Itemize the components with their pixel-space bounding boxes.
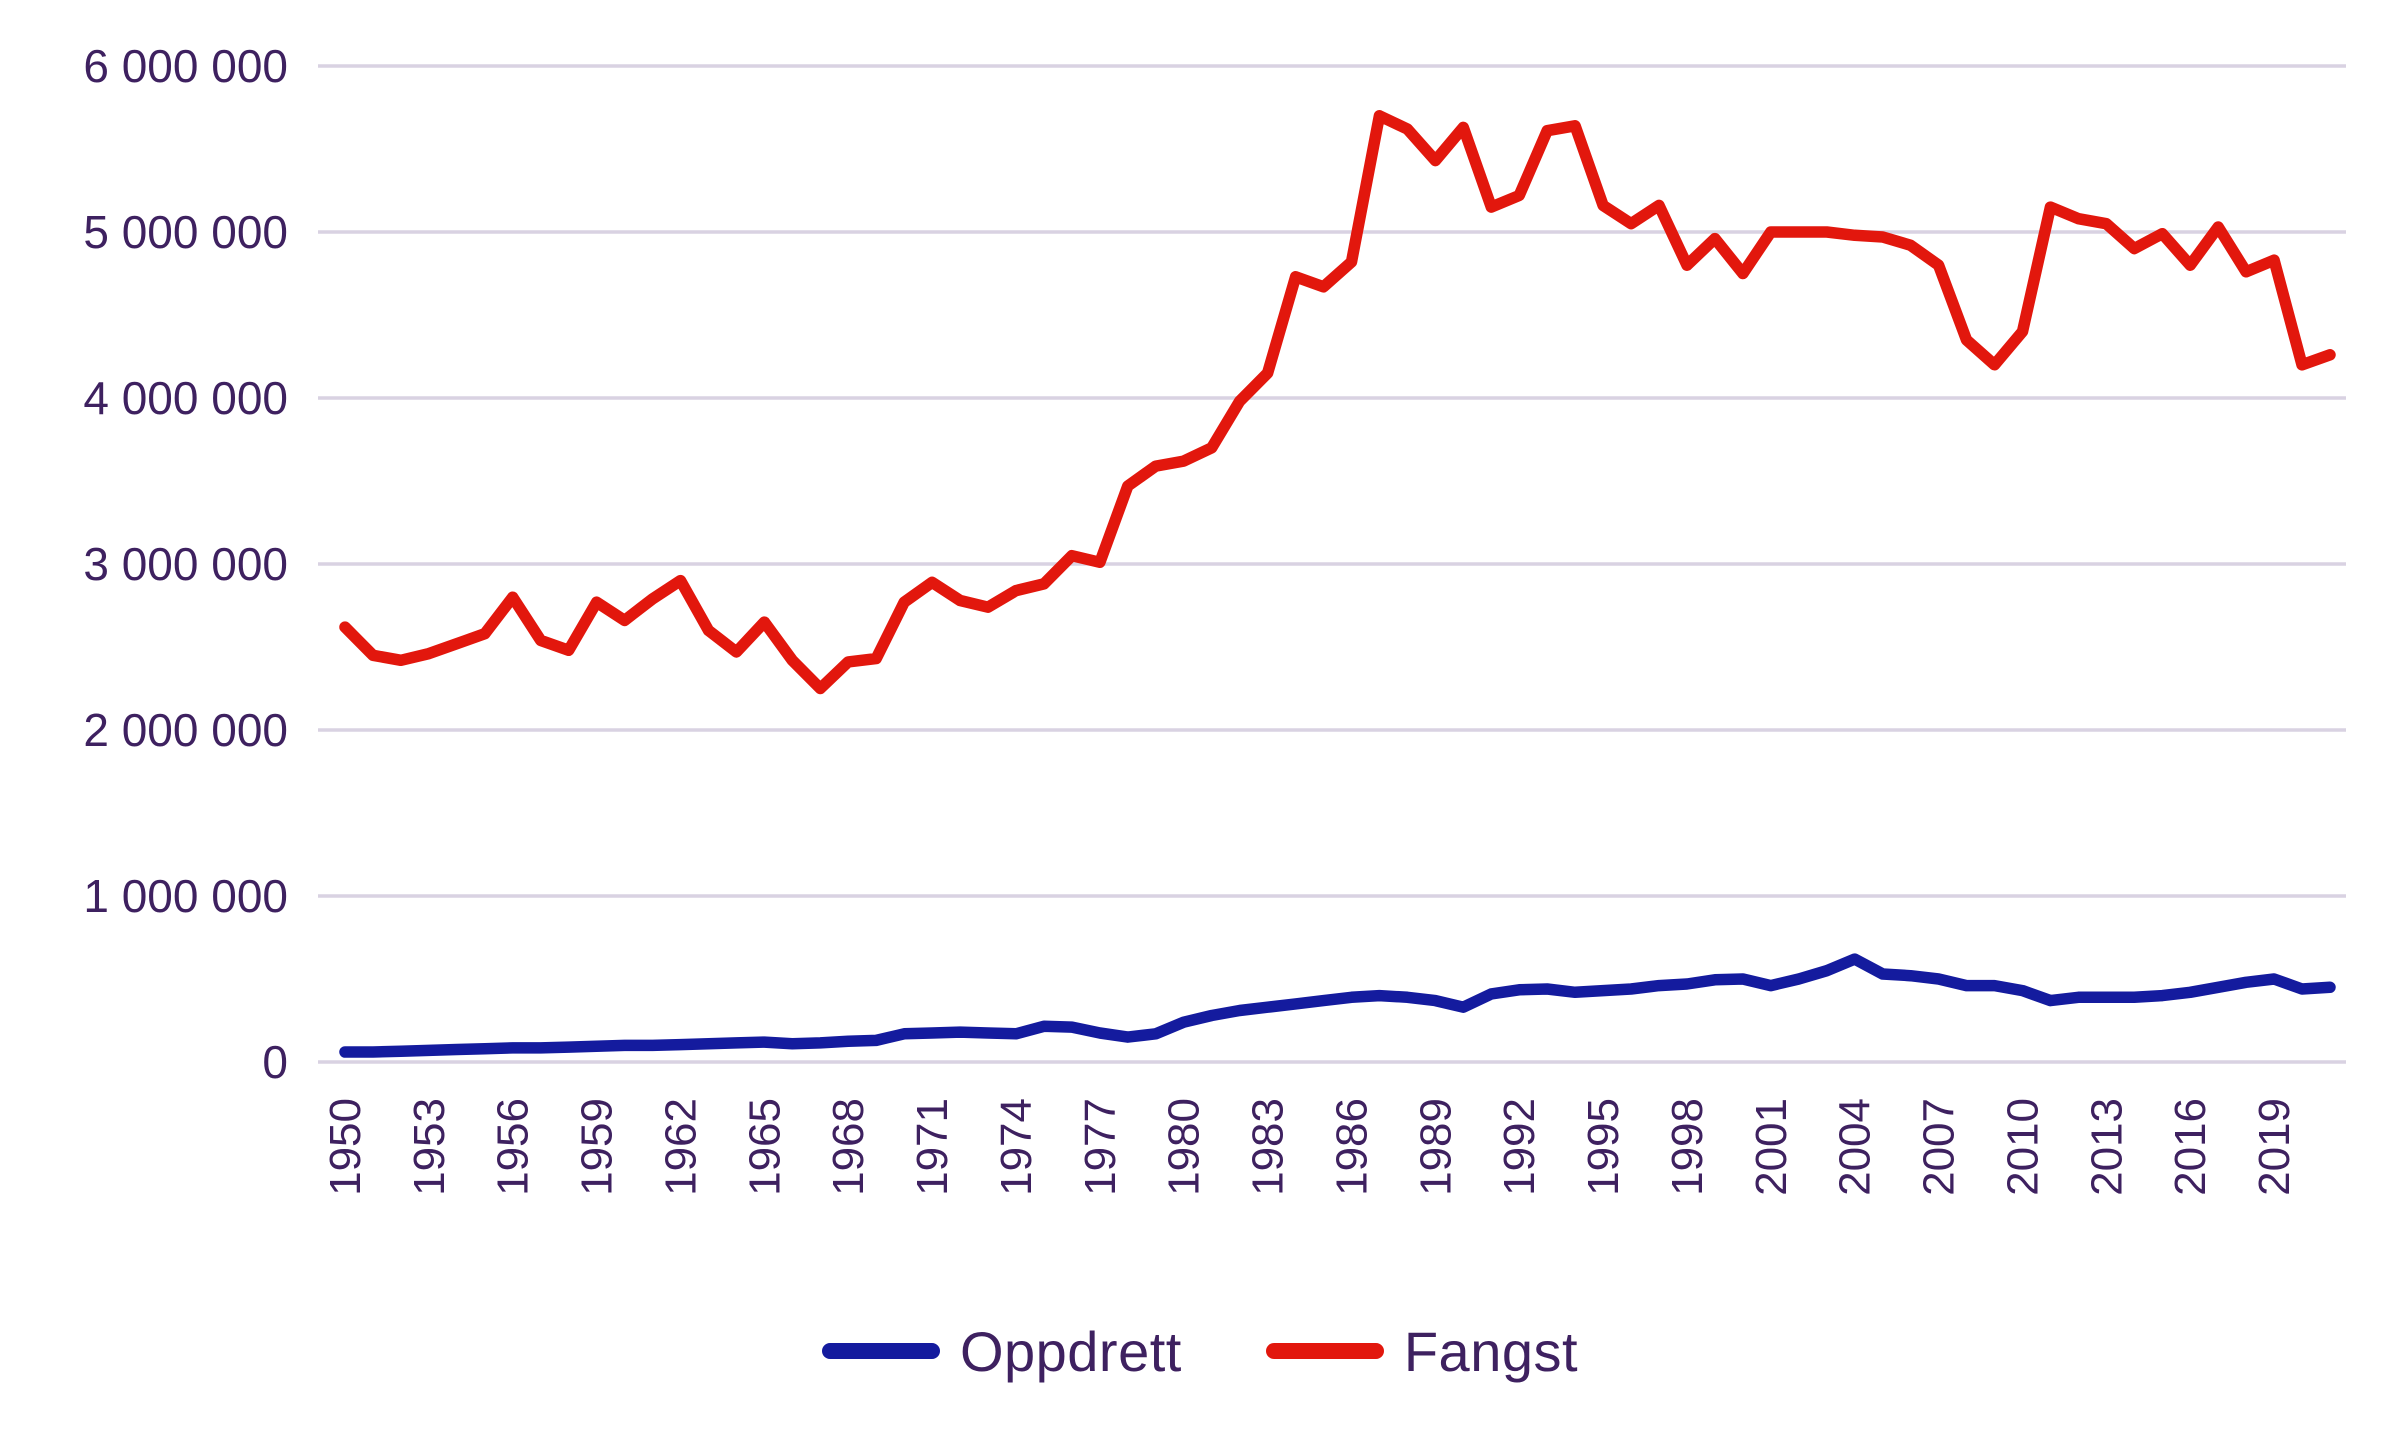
x-tick-label: 1950 bbox=[321, 1098, 370, 1196]
legend: Oppdrett Fangst bbox=[0, 1296, 2400, 1406]
y-tick-label: 6 000 000 bbox=[83, 40, 288, 92]
y-tick-label: 5 000 000 bbox=[83, 206, 288, 258]
x-tick-label: 1971 bbox=[908, 1098, 957, 1196]
x-tick-label: 1992 bbox=[1495, 1098, 1544, 1196]
x-tick-label: 2004 bbox=[1831, 1098, 1880, 1196]
x-tick-label: 1965 bbox=[740, 1098, 789, 1196]
x-tick-label: 1980 bbox=[1160, 1098, 1209, 1196]
y-tick-label: 2 000 000 bbox=[83, 704, 288, 756]
fangst-line bbox=[339, 110, 2336, 695]
x-tick-label: 1995 bbox=[1579, 1098, 1628, 1196]
x-tick-label: 1953 bbox=[405, 1098, 454, 1196]
x-tick-label: 1956 bbox=[489, 1098, 538, 1196]
legend-item-oppdrett: Oppdrett bbox=[821, 1319, 1182, 1384]
legend-item-fangst: Fangst bbox=[1265, 1319, 1579, 1384]
x-tick-label: 1998 bbox=[1663, 1098, 1712, 1196]
x-tick-label: 2019 bbox=[2250, 1098, 2299, 1196]
oppdrett-swatch bbox=[821, 1343, 940, 1359]
x-tick-label: 1968 bbox=[824, 1098, 873, 1196]
x-tick-label: 1989 bbox=[1411, 1098, 1460, 1196]
fangst-swatch bbox=[1265, 1343, 1384, 1359]
x-tick-label: 2013 bbox=[2082, 1098, 2131, 1196]
x-tick-label: 1974 bbox=[992, 1098, 1041, 1196]
oppdrett-label: Oppdrett bbox=[959, 1319, 1182, 1383]
y-tick-label: 1 000 000 bbox=[83, 870, 288, 922]
x-tick-label: 1962 bbox=[656, 1098, 705, 1196]
oppdrett-line bbox=[339, 953, 2336, 1058]
x-tick-label: 2007 bbox=[1915, 1098, 1964, 1196]
x-tick-label: 2001 bbox=[1747, 1098, 1796, 1196]
x-tick-label: 1977 bbox=[1076, 1098, 1125, 1196]
x-tick-label: 1983 bbox=[1244, 1098, 1293, 1196]
y-tick-label: 0 bbox=[262, 1036, 288, 1088]
x-tick-label: 2010 bbox=[1998, 1098, 2047, 1196]
fangst-label: Fangst bbox=[1403, 1319, 1579, 1383]
x-tick-label: 1959 bbox=[573, 1098, 622, 1196]
x-tick-label: 2016 bbox=[2166, 1098, 2215, 1196]
y-tick-label: 3 000 000 bbox=[83, 538, 288, 590]
x-tick-label: 1986 bbox=[1327, 1098, 1376, 1196]
y-tick-label: 4 000 000 bbox=[83, 372, 288, 424]
